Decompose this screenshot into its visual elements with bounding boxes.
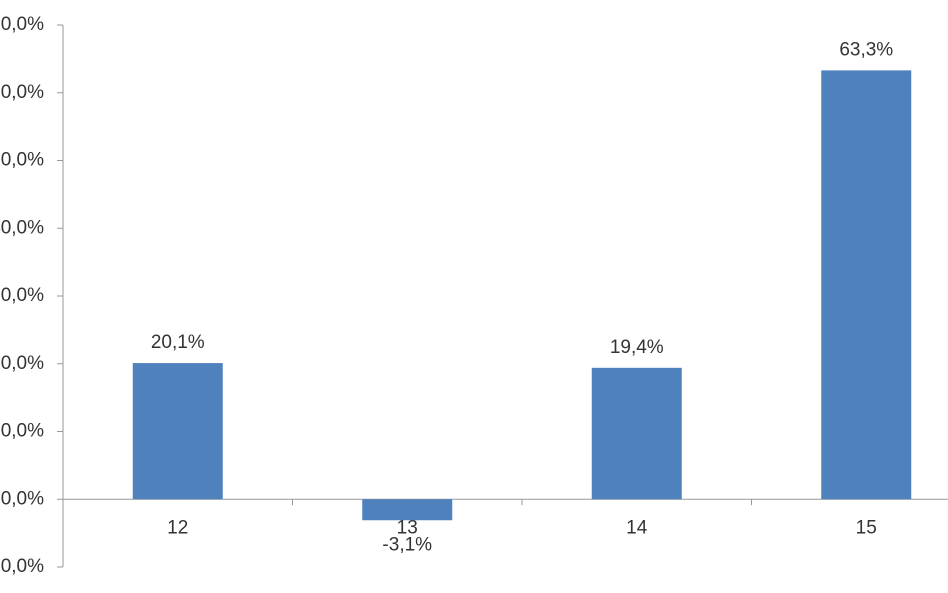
y-tick-label: 10,0% <box>0 421 44 442</box>
bar <box>132 363 223 500</box>
x-tick-label: 14 <box>626 517 648 538</box>
y-tick-label: 40,0% <box>0 217 44 238</box>
x-tick-label: 15 <box>856 517 877 538</box>
y-tick-label: -10,0% <box>0 556 44 577</box>
y-tick-label: 30,0% <box>0 285 44 306</box>
y-tick-label: 60,0% <box>0 82 44 103</box>
y-tick-label: 70,0% <box>0 14 44 35</box>
value-label: 19,4% <box>610 337 664 358</box>
bar <box>821 70 912 500</box>
y-tick-label: 20,0% <box>0 353 44 374</box>
value-label: 20,1% <box>151 332 205 353</box>
value-label: -3,1% <box>382 534 432 555</box>
bar <box>591 367 682 500</box>
x-tick-label: 13 <box>397 517 418 538</box>
y-tick-label: 0,0% <box>1 488 44 509</box>
y-tick-label: 50,0% <box>0 150 44 171</box>
bar <box>362 499 453 521</box>
value-label: 63,3% <box>839 39 893 60</box>
x-tick-label: 12 <box>167 517 188 538</box>
